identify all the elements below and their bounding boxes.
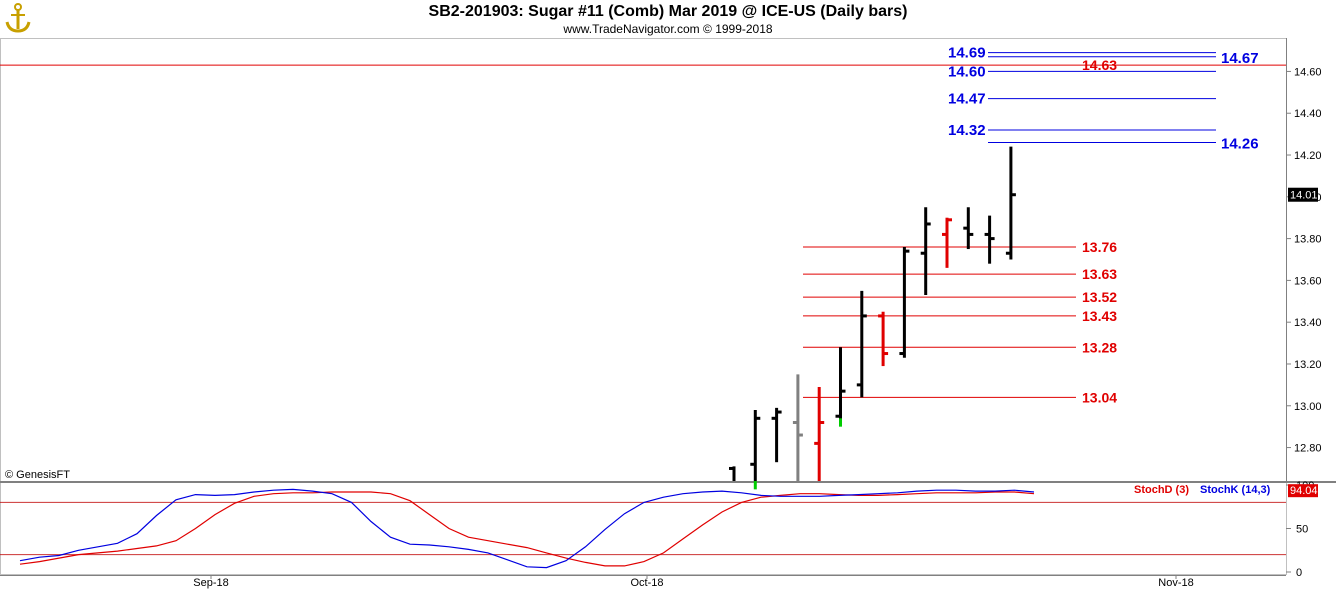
x-tick-label: Sep-18 <box>193 577 228 589</box>
x-tick-label: Oct-18 <box>630 577 663 589</box>
blue-level-label: 14.32 <box>948 122 986 139</box>
red-level-label: 13.63 <box>1082 266 1117 282</box>
ohlc-bar <box>899 246 910 358</box>
ohlc-bar <box>729 466 736 481</box>
stoch-series-line <box>19 491 1035 567</box>
red-level-lines: 14.63 13.76 13.63 13.52 13.43 13.28 13.04 <box>0 57 1286 405</box>
ohlc-bar <box>878 311 889 367</box>
y-tick-label: 14.00 <box>1294 192 1322 204</box>
chart-subtitle: www.TradeNavigator.com © 1999-2018 <box>563 22 773 36</box>
stoch-panel <box>0 482 1287 575</box>
stoch-last-text: 94.04 <box>1290 485 1318 497</box>
x-tick-label: Nov-18 <box>1158 577 1193 589</box>
ohlc-bar <box>1005 146 1016 260</box>
red-level-label: 13.76 <box>1082 239 1117 255</box>
ohlc-bar <box>771 407 782 463</box>
anchor-logo-icon <box>3 2 33 34</box>
stochastic-panel: 0 50 100 StochD (3) StochK (14,3) 94.04 <box>0 480 1318 579</box>
last-price-text: 14.01 <box>1290 190 1318 202</box>
red-level-label: 13.43 <box>1082 308 1117 324</box>
y-tick-label: 14.40 <box>1294 108 1322 120</box>
ohlc-bar <box>814 386 825 481</box>
y-tick-label: 14.60 <box>1294 66 1322 78</box>
ohlc-bar <box>920 207 931 296</box>
stoch-tick-label: 50 <box>1296 524 1308 536</box>
watermark: © GenesisFT <box>5 469 70 481</box>
stoch-series-line <box>19 488 1035 569</box>
stoch-last-box <box>1288 484 1318 498</box>
price-y-axis: 12.80 13.00 13.20 13.40 13.60 13.80 14.00 14.20… <box>1286 66 1322 455</box>
blue-level-label: 14.26 <box>1221 135 1259 152</box>
price-panel <box>0 38 1287 482</box>
red-level-label: 13.04 <box>1082 389 1117 405</box>
ohlc-bar <box>750 409 761 481</box>
stoch-tick-label: 100 <box>1296 480 1314 492</box>
stoch-legend-label: StochD (3) <box>1134 484 1189 496</box>
y-tick-label: 13.60 <box>1294 275 1322 287</box>
y-tick-label: 13.80 <box>1294 234 1322 246</box>
ohlc-bar <box>835 347 846 425</box>
date-x-axis: Sep-18 Oct-18 Nov-18 <box>193 575 1194 589</box>
ohlc-bar <box>984 215 995 264</box>
ohlc-bar <box>942 217 952 268</box>
red-level-label: 13.52 <box>1082 289 1117 305</box>
y-tick-label: 12.80 <box>1294 443 1322 455</box>
y-tick-label: 13.20 <box>1294 359 1322 371</box>
red-level-label: 13.28 <box>1082 339 1117 355</box>
chart-title: SB2-201903: Sugar #11 (Comb) Mar 2019 @ … <box>428 3 908 20</box>
y-tick-label: 14.20 <box>1294 150 1322 162</box>
ohlc-bar <box>963 207 974 250</box>
red-level-label: 14.63 <box>1082 57 1117 73</box>
y-tick-label: 13.00 <box>1294 401 1322 413</box>
y-tick-label: 13.40 <box>1294 317 1322 329</box>
ohlc-bar <box>856 290 867 398</box>
blue-level-label: 14.60 <box>948 63 986 80</box>
stoch-tick-label: 0 <box>1296 567 1302 579</box>
stoch-legend-label: StochK (14,3) <box>1200 484 1271 496</box>
blue-level-label: 14.69 <box>948 45 986 62</box>
blue-level-label: 14.67 <box>1221 50 1259 67</box>
last-price-box <box>1288 187 1318 202</box>
ohlc-bar <box>792 374 803 481</box>
blue-level-label: 14.47 <box>948 91 986 108</box>
price-bars <box>729 146 1016 490</box>
last-price-label: 14.01 <box>1288 187 1318 202</box>
